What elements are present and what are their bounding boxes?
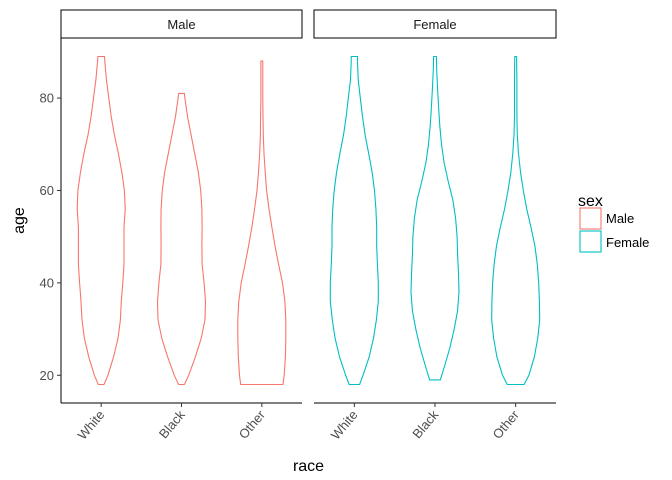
violin-male-black [156, 92, 207, 386]
facet-strip-female: Female [313, 9, 557, 39]
strip-background [60, 9, 303, 39]
strip-background [313, 9, 557, 39]
legend-title: sex [578, 193, 603, 210]
y-tick-label: 40 [40, 275, 54, 290]
violin-male-other [237, 60, 287, 386]
strip-label-female: Female [413, 17, 456, 32]
x-tick-label-black: Black [409, 407, 441, 441]
legend: sex Male Female [578, 193, 649, 253]
y-tick-label: 80 [40, 91, 54, 106]
violin-female-other [491, 55, 541, 386]
x-axis-title: race [293, 458, 324, 475]
x-tick-label-white: White [328, 407, 361, 442]
legend-item-female: Female [579, 230, 649, 253]
panel-male-axes [60, 38, 302, 404]
x-tick-label-white: White [75, 407, 108, 442]
violins [76, 55, 541, 386]
legend-key-female [579, 230, 602, 253]
legend-key-male [579, 207, 602, 230]
y-axis-title: age [11, 207, 28, 234]
y-axis-ticks: 20 40 60 80 [40, 91, 61, 383]
violin-female-black [410, 55, 460, 381]
x-tick-label-other: Other [236, 407, 269, 442]
x-tick-label-other: Other [490, 407, 523, 442]
violin-female-white [329, 55, 379, 386]
legend-label-female: Female [606, 235, 649, 250]
y-tick-label: 60 [40, 183, 54, 198]
x-axis-ticks: White Black Other White Black Other [75, 403, 523, 442]
legend-label-male: Male [606, 211, 634, 226]
y-tick-label: 20 [40, 368, 54, 383]
facet-strip-male: Male [60, 9, 303, 39]
x-tick-label-black: Black [156, 407, 188, 441]
violin-male-white [76, 55, 126, 386]
strip-label-male: Male [167, 17, 195, 32]
legend-item-male: Male [579, 207, 634, 230]
